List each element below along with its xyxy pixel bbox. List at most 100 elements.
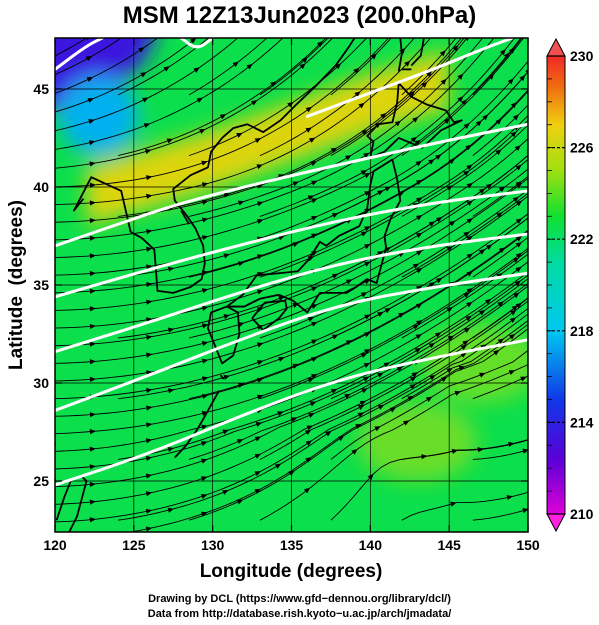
wind-arrowhead [146, 334, 153, 341]
wind-arrowhead [449, 220, 456, 227]
contour-line [55, 232, 528, 354]
wind-arrowhead [201, 358, 209, 364]
wind-arrowhead [460, 99, 468, 106]
wind-arrowhead [412, 324, 420, 330]
wind-arrowhead [305, 440, 313, 446]
wind-arrowhead [410, 136, 418, 143]
wind-arrowhead [364, 349, 371, 355]
wind-arrowhead [414, 347, 422, 354]
wind-arrowhead [440, 78, 447, 85]
wind-arrowhead [383, 362, 391, 368]
wind-arrowhead [241, 29, 247, 35]
wind-arrowhead [310, 161, 318, 167]
wind-arrowhead [278, 356, 285, 362]
wind-arrowhead [307, 317, 315, 322]
wind-arrowhead [454, 390, 462, 396]
y-tick-label: 45 [33, 81, 49, 97]
wind-arrowhead [496, 212, 503, 218]
wind-arrowhead [292, 181, 299, 187]
contour-line [55, 338, 528, 487]
streamline [55, 38, 284, 150]
wind-arrowhead [337, 435, 345, 442]
colorbar-max-arrow [546, 37, 566, 57]
wind-arrowhead [493, 349, 500, 356]
wind-arrowhead [331, 213, 339, 218]
wind-arrowhead [89, 499, 96, 505]
coastline-korea_east_coast [180, 210, 190, 225]
wind-arrowhead [475, 120, 482, 127]
coastline-sakhalin [397, 38, 403, 72]
wind-arrowhead [311, 198, 318, 204]
wind-arrowhead [364, 261, 371, 267]
streamline [472, 104, 528, 156]
wind-arrowhead [287, 101, 294, 108]
wind-arrowhead [278, 235, 285, 241]
wind-arrowhead [363, 152, 370, 159]
wind-arrowhead [305, 106, 313, 113]
wind-arrowhead [495, 118, 502, 125]
wind-arrowhead [466, 164, 473, 171]
streamline [401, 319, 528, 400]
wind-arrowhead [89, 412, 96, 418]
wind-arrowhead [222, 489, 229, 495]
wind-arrowhead [89, 218, 96, 224]
wind-arrowhead [415, 215, 423, 221]
wind-arrowhead [462, 340, 469, 346]
wind-arrowhead [345, 340, 353, 346]
wind-arrowhead [89, 306, 96, 312]
wind-arrowhead [290, 417, 298, 423]
wind-arrowhead [307, 377, 315, 383]
wind-arrowhead [145, 438, 153, 444]
wind-arrowhead [497, 338, 505, 344]
wind-arrowhead [89, 341, 96, 347]
wind-arrowhead [515, 241, 522, 248]
wind-arrowhead [434, 332, 442, 338]
contour-lines [55, 38, 528, 487]
wind-arrowhead [364, 190, 371, 197]
streamline [55, 247, 528, 435]
y-tick-label: 35 [33, 277, 49, 293]
wind-arrowhead [201, 182, 209, 188]
wind-arrowhead [360, 170, 368, 176]
wind-arrowhead [415, 268, 423, 274]
wind-arrowhead [425, 396, 433, 402]
wind-arrowhead [515, 302, 522, 309]
wind-arrowhead [398, 191, 405, 197]
wind-arrowhead [425, 70, 433, 78]
wind-arrowhead [196, 97, 204, 103]
wind-arrowhead [465, 144, 472, 151]
wind-arrowhead [364, 226, 371, 232]
wind-arrowhead [89, 481, 96, 488]
wind-arrowhead [364, 172, 371, 179]
cold-region [55, 38, 158, 110]
wind-arrowhead [415, 232, 423, 239]
wind-arrowhead [515, 200, 523, 207]
wind-arrowhead [304, 429, 312, 435]
wind-arrowhead [512, 257, 520, 264]
wind-arrowhead [412, 116, 419, 123]
wind-arrowhead [270, 81, 277, 87]
wind-arrowhead [498, 186, 506, 193]
wind-arrowhead [415, 160, 422, 167]
wind-arrowhead [507, 78, 514, 85]
wind-arrowhead [519, 74, 526, 82]
wind-arrowhead [311, 321, 318, 327]
wind-arrowhead [146, 370, 153, 376]
streamline [330, 217, 528, 339]
wind-arrowhead [256, 394, 264, 400]
wind-arrowhead [305, 457, 312, 463]
wind-arrowhead [364, 279, 371, 285]
wind-arrowhead [89, 517, 96, 523]
wind-arrowhead [466, 235, 473, 242]
wind-arrowhead [508, 441, 515, 447]
wind-arrowhead [466, 288, 473, 294]
wind-arrowhead [89, 288, 96, 294]
wind-arrowhead [167, 446, 175, 453]
wind-arrowhead [144, 149, 152, 155]
wind-arrowhead [394, 120, 401, 127]
wind-arrowhead [477, 447, 484, 453]
wind-arrowhead [360, 292, 368, 298]
wind-arrowhead [145, 473, 153, 479]
streamline [401, 439, 528, 460]
wind-arrowhead [277, 411, 284, 417]
